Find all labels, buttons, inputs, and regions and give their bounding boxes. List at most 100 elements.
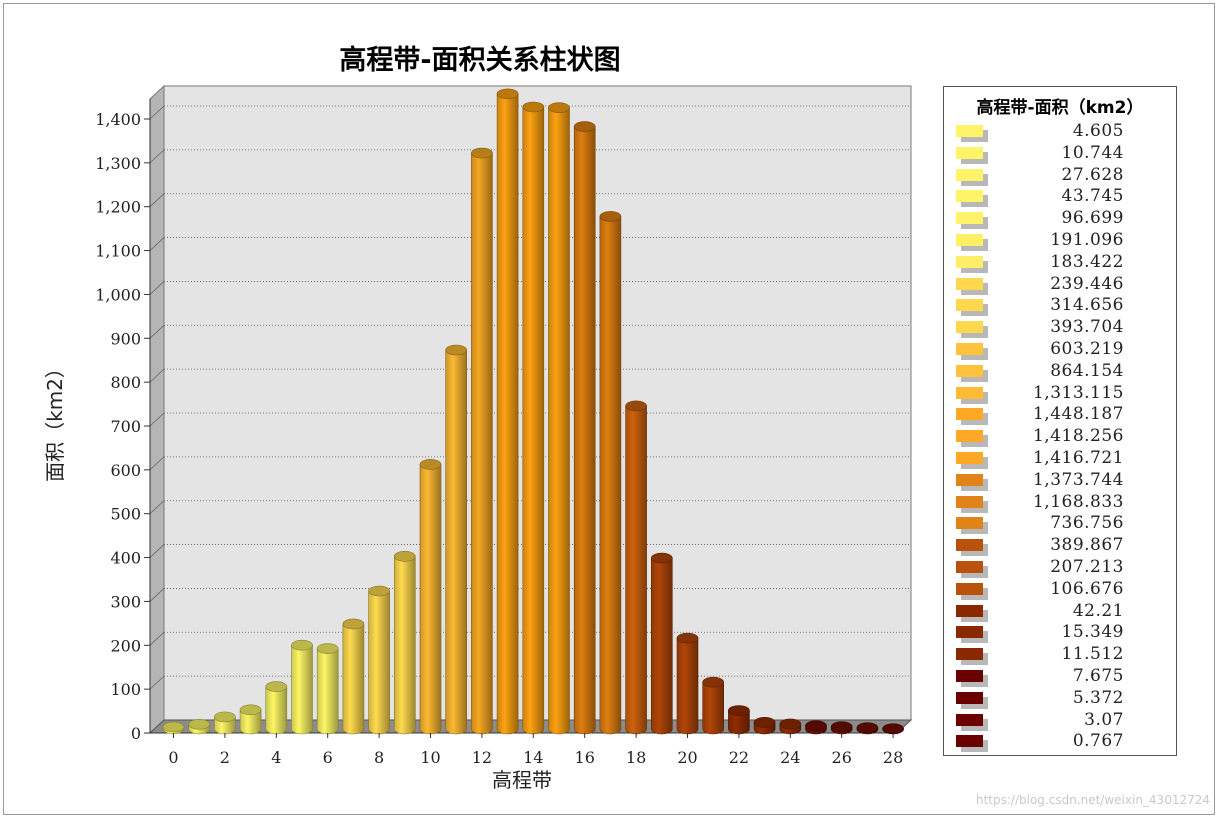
x-tick-label: 8 <box>374 748 384 767</box>
legend-swatch <box>956 386 983 399</box>
legend-item: 42.21 <box>956 601 1166 622</box>
legend-item: 239.446 <box>956 274 1166 295</box>
gridline-side <box>149 544 165 558</box>
legend-value: 207.213 <box>1050 557 1124 577</box>
x-tick-label: 12 <box>472 748 492 767</box>
legend-value: 4.605 <box>1072 121 1124 141</box>
bar <box>625 405 647 735</box>
bar-top <box>393 551 416 562</box>
legend-swatch <box>956 364 983 377</box>
bar-top <box>830 721 853 732</box>
plot-side-wall <box>149 84 165 735</box>
legend-item: 191.096 <box>956 230 1166 251</box>
legend-item: 106.676 <box>956 579 1166 600</box>
legend-item: 1,168.833 <box>956 491 1166 513</box>
y-tick-label: 300 <box>110 592 141 611</box>
bar-top <box>471 147 493 159</box>
x-tick-label: 16 <box>575 748 595 767</box>
bar <box>445 349 467 735</box>
legend-value: 1,373.744 <box>1032 469 1124 490</box>
bar-top <box>291 639 313 651</box>
legend-swatch <box>956 670 983 682</box>
x-tick-label: 18 <box>626 748 646 767</box>
legend-value: 0.767 <box>1072 731 1124 752</box>
bar-top <box>856 722 879 733</box>
y-tick-label: 600 <box>110 461 141 480</box>
legend-item: 1,313.115 <box>956 383 1166 404</box>
bar-top <box>162 721 185 733</box>
bar <box>599 216 622 735</box>
legend-item: 3.07 <box>956 709 1166 731</box>
legend-title: 高程带-面积（km2） <box>976 98 1144 118</box>
x-tick-label: 24 <box>780 748 800 767</box>
legend-item: 27.628 <box>956 165 1166 186</box>
watermark: https://blog.csdn.net/weixin_43012724 <box>975 793 1210 807</box>
legend-item: 96.699 <box>956 208 1166 230</box>
legend-swatch <box>956 234 983 246</box>
legend-swatch <box>956 648 983 661</box>
bar <box>522 106 545 735</box>
legend-item: 183.422 <box>956 252 1166 273</box>
x-tick-label: 20 <box>677 748 697 767</box>
bar <box>239 709 262 735</box>
plot-area: 01002003004005006007008009001,0001,1001,… <box>43 84 913 792</box>
legend-swatch <box>956 582 983 595</box>
legend-item: 1,418.256 <box>956 426 1166 448</box>
legend-value: 389.867 <box>1050 535 1124 556</box>
legend-value: 1,416.721 <box>1032 448 1124 468</box>
legend-item: 207.213 <box>956 557 1166 578</box>
legend-item: 7.675 <box>956 666 1166 687</box>
bar <box>471 152 493 735</box>
legend-swatch <box>956 626 983 639</box>
legend-value: 10.744 <box>1061 142 1124 163</box>
legend-value: 7.675 <box>1072 666 1124 686</box>
gridline-side <box>149 149 165 164</box>
legend-value: 1,448.187 <box>1032 404 1124 425</box>
legend-swatch <box>956 539 983 552</box>
bar <box>496 93 519 735</box>
bar <box>394 556 416 735</box>
gridline-side <box>149 324 165 339</box>
x-tick-label: 10 <box>420 748 440 767</box>
legend-value: 736.756 <box>1050 513 1124 534</box>
legend-item: 11.512 <box>956 644 1166 666</box>
bar-top <box>316 643 339 654</box>
legend-swatch <box>956 604 983 617</box>
bar-top <box>496 88 519 100</box>
y-tick-label: 400 <box>110 549 141 568</box>
legend-value: 3.07 <box>1084 709 1124 730</box>
legend-item: 314.656 <box>956 295 1166 317</box>
bar-top <box>188 718 210 730</box>
legend-item: 1,448.187 <box>956 404 1166 426</box>
legend-item: 0.767 <box>956 731 1166 753</box>
bar-top <box>676 632 699 644</box>
bar-top <box>342 618 365 630</box>
bar-top <box>805 720 827 731</box>
bar <box>728 710 750 735</box>
legend: 高程带-面积（km2） 4.605 10.744 27.628 43.745 96.69… <box>943 86 1177 756</box>
legend-swatch <box>956 517 983 530</box>
bar <box>702 681 724 735</box>
bar-top <box>702 676 725 688</box>
bar-top <box>548 102 570 113</box>
bar-top <box>573 121 596 132</box>
legend-value: 1,168.833 <box>1032 491 1124 512</box>
legend-value: 11.512 <box>1061 644 1124 665</box>
y-tick-label: 200 <box>110 636 141 655</box>
y-tick-label: 100 <box>110 680 141 699</box>
bar <box>368 590 390 735</box>
gridline-side <box>149 237 165 251</box>
gridline-side <box>149 368 165 383</box>
y-tick-label: 800 <box>110 373 141 392</box>
bar <box>316 648 339 735</box>
bar-top <box>522 101 545 113</box>
legend-swatch <box>956 495 983 508</box>
legend-swatch <box>956 473 983 486</box>
legend-swatch <box>956 146 983 159</box>
bar-top <box>599 211 622 222</box>
legend-swatch <box>956 299 983 312</box>
legend-value: 864.154 <box>1050 360 1124 381</box>
gridline-side <box>149 456 165 471</box>
bar-top <box>779 718 802 730</box>
gridline-side <box>149 675 165 690</box>
